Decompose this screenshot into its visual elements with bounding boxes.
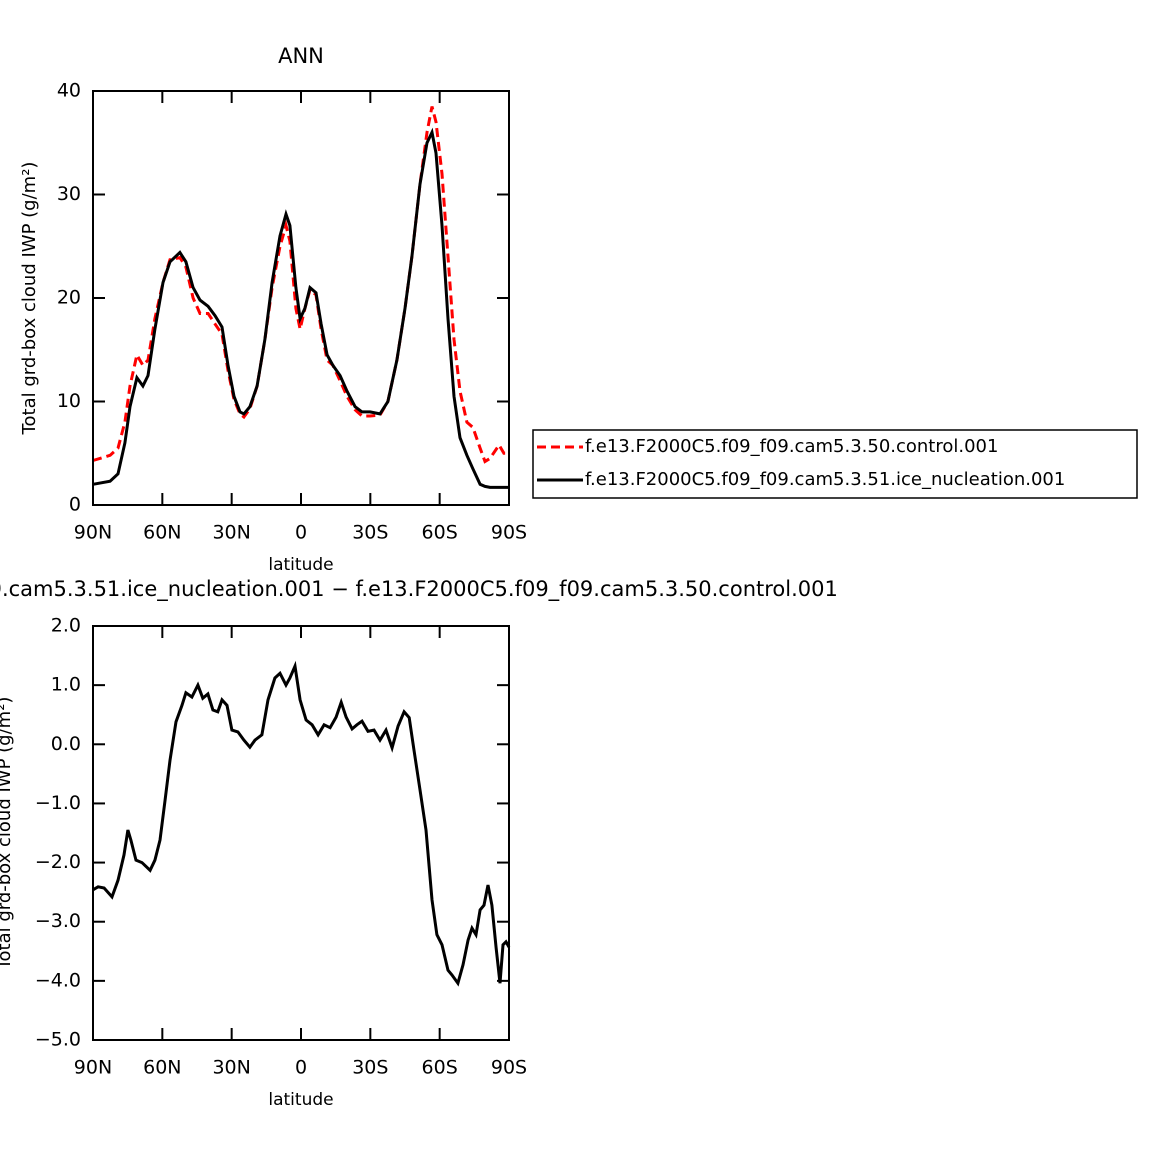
chart-title: ANN xyxy=(278,44,324,68)
plot-frame xyxy=(92,625,510,1041)
x-tick-label: 90S xyxy=(491,522,527,544)
data-line xyxy=(92,660,511,987)
x-tick-label: 90N xyxy=(74,1057,112,1079)
y-tick-label: 30 xyxy=(57,183,81,205)
y-tick-label: −3.0 xyxy=(35,910,81,932)
x-tick-label: 90N xyxy=(74,522,112,544)
y-tick-label: 20 xyxy=(57,287,81,309)
x-tick-label: 30N xyxy=(212,522,250,544)
y-tick-label: 40 xyxy=(57,80,81,102)
x-axis-label: latitude xyxy=(268,555,333,575)
y-axis-label: Total grd-box cloud IWP (g/m²) xyxy=(0,697,15,971)
y-tick-label: −1.0 xyxy=(35,792,81,814)
x-axis-label: latitude xyxy=(268,1090,333,1110)
x-tick-label: 30N xyxy=(212,1057,250,1079)
x-tick-label: 30S xyxy=(352,522,388,544)
data-line xyxy=(92,127,509,489)
y-axis-label: Total grd-box cloud IWP (g/m²) xyxy=(19,162,40,436)
x-tick-label: 30S xyxy=(352,1057,388,1079)
legend-label: f.e13.F2000C5.f09_f09.cam5.3.50.control.… xyxy=(585,436,998,457)
chart-title: f.e13.F2000C5.f09_f09.cam5.3.51.ice_nucl… xyxy=(0,577,838,602)
x-tick-label: 60S xyxy=(422,522,458,544)
legend-label: f.e13.F2000C5.f09_f09.cam5.3.51.ice_nucl… xyxy=(585,469,1065,490)
y-tick-label: 10 xyxy=(57,390,81,412)
y-tick-label: −4.0 xyxy=(35,969,81,991)
x-tick-label: 0 xyxy=(295,1057,307,1079)
x-tick-label: 60S xyxy=(422,1057,458,1079)
y-tick-label: −2.0 xyxy=(35,851,81,873)
y-tick-label: 0 xyxy=(69,494,81,516)
x-tick-label: 60N xyxy=(143,522,181,544)
x-tick-label: 60N xyxy=(143,1057,181,1079)
legend-box xyxy=(532,429,1138,499)
y-tick-label: 1.0 xyxy=(51,674,81,696)
x-tick-label: 0 xyxy=(295,522,307,544)
y-tick-label: 0.0 xyxy=(51,733,81,755)
plot-frame xyxy=(92,90,510,506)
x-tick-label: 90S xyxy=(491,1057,527,1079)
y-tick-label: 2.0 xyxy=(51,615,81,637)
y-tick-label: −5.0 xyxy=(35,1029,81,1051)
